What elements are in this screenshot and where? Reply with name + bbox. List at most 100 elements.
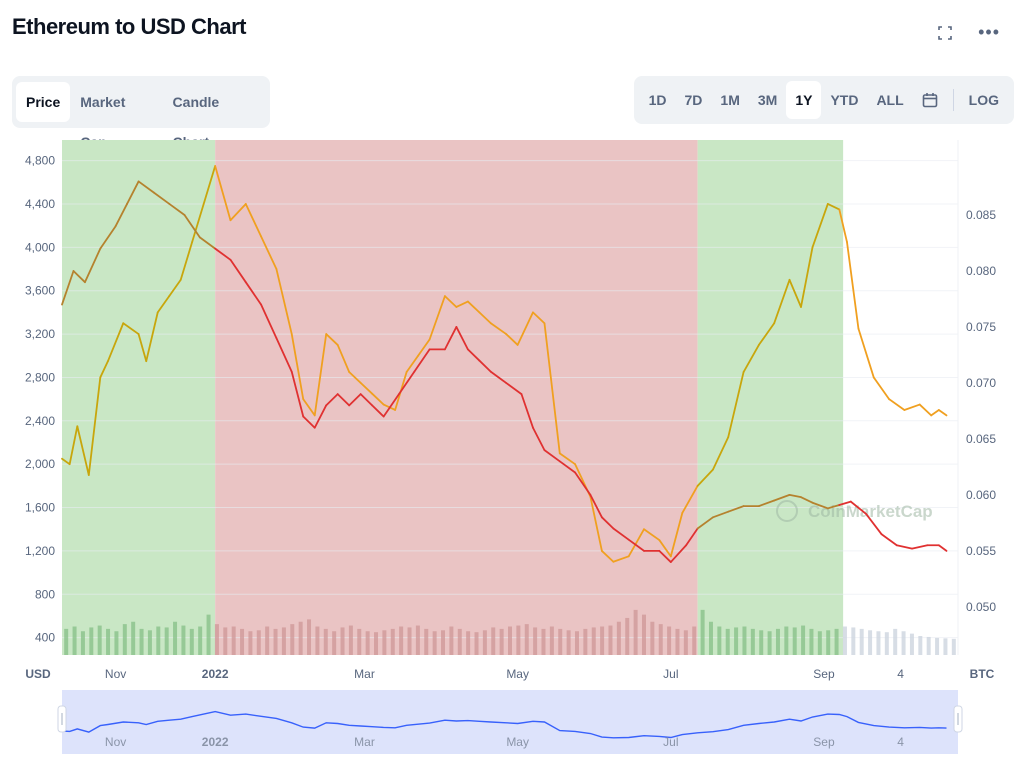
- btc-line-segment: [126, 180, 140, 205]
- usd-line-segment: [156, 295, 171, 314]
- calendar-icon[interactable]: [913, 81, 947, 119]
- usd-line-segment: [122, 322, 140, 335]
- range-1y[interactable]: 1Y: [786, 81, 822, 119]
- y-tick-label-usd: 2,800: [25, 370, 55, 384]
- navigator-tick-label: May: [506, 735, 529, 749]
- range-all[interactable]: ALL: [876, 92, 904, 108]
- y-tick-label-usd: 1,600: [25, 501, 55, 515]
- header-actions: •••: [938, 22, 1000, 43]
- tab-market-cap[interactable]: Market Cap: [80, 94, 126, 150]
- series-btc: [61, 180, 948, 563]
- volume-bar: [549, 626, 554, 655]
- volume-bar: [189, 628, 194, 655]
- range-ytd[interactable]: YTD: [830, 92, 859, 108]
- volume-bar: [382, 630, 387, 655]
- btc-line-segment: [865, 513, 883, 535]
- btc-line-segment: [658, 549, 672, 563]
- volume-bar: [775, 628, 780, 655]
- x-tick-label: Mar: [354, 667, 375, 681]
- volume-bar: [700, 609, 705, 655]
- btc-line-segment: [895, 544, 913, 550]
- usd-line-segment: [87, 376, 102, 476]
- btc-line-segment: [371, 404, 385, 418]
- btc-line-segment: [574, 471, 592, 496]
- x-tick-label: Sep: [813, 667, 835, 681]
- y-tick-label-usd: 3,200: [25, 327, 55, 341]
- btc-line-segment: [61, 270, 75, 306]
- range-1d[interactable]: 1D: [648, 92, 667, 108]
- btc-line-segment: [627, 538, 645, 552]
- volume-bar: [742, 626, 747, 655]
- btc-line-segment: [520, 393, 534, 429]
- volume-bar: [734, 627, 739, 655]
- volume-bar: [273, 628, 278, 655]
- usd-line-segment: [137, 333, 148, 363]
- volume-bar: [591, 627, 596, 655]
- btc-line-segment: [466, 348, 481, 362]
- tab-candle-chart[interactable]: Candle Chart: [172, 94, 220, 150]
- volume-bar: [708, 621, 713, 655]
- btc-line-segment: [505, 382, 523, 396]
- expand-icon[interactable]: [938, 25, 952, 40]
- volume-bar: [315, 626, 320, 655]
- price-chart[interactable]: 400 800 1,200 1,600 2,000 2,400 2,800 3,200 3,60…: [0, 130, 1024, 686]
- volume-bar: [256, 630, 261, 655]
- volume-bar: [181, 625, 186, 655]
- btc-line-segment: [444, 326, 458, 351]
- btc-line-segment: [712, 510, 730, 519]
- btc-axis-label: BTC: [970, 667, 995, 681]
- volume-bar: [692, 626, 697, 655]
- usd-line-segment: [872, 376, 890, 401]
- volume-bar: [449, 626, 454, 655]
- y-tick-label-usd: 2,400: [25, 414, 55, 428]
- btc-line-segment: [773, 494, 791, 502]
- volume-bar: [357, 628, 362, 655]
- usd-line-segment: [846, 241, 860, 330]
- volume-bar: [348, 625, 353, 655]
- btc-line-segment: [811, 501, 829, 510]
- volume-bar: [759, 630, 764, 655]
- volume-bar: [240, 628, 245, 655]
- volume-bar: [248, 631, 253, 655]
- volume-bar: [399, 626, 404, 655]
- volume-bar: [893, 628, 898, 655]
- volume-bar: [951, 638, 956, 655]
- range-3m[interactable]: 3M: [757, 92, 778, 108]
- range-7d[interactable]: 7D: [684, 92, 703, 108]
- volume-bar: [374, 632, 379, 655]
- volume-bar: [457, 628, 462, 655]
- btc-line-segment: [532, 426, 546, 452]
- usd-line-segment: [417, 338, 431, 357]
- volume-bar: [114, 631, 119, 655]
- more-icon[interactable]: •••: [978, 22, 1000, 42]
- btc-line-segment: [612, 527, 630, 541]
- volume-bar: [474, 632, 479, 655]
- usd-line-segment: [229, 203, 247, 222]
- y-tick-label-btc: 0.055: [966, 544, 996, 558]
- btc-line-segment: [260, 303, 278, 340]
- x-tick-label: Nov: [105, 667, 126, 681]
- range-1m[interactable]: 1M: [720, 92, 740, 108]
- tab-price[interactable]: Price: [16, 82, 71, 122]
- navigator-line: [61, 710, 947, 739]
- btc-line-segment: [600, 516, 615, 530]
- btc-line-segment: [838, 500, 852, 506]
- navigator-tick-label: 2022: [202, 735, 229, 749]
- btc-line-segment: [727, 505, 745, 513]
- usd-line-segment: [930, 409, 940, 417]
- usd-line-segment: [275, 268, 293, 335]
- usd-line-segment: [757, 322, 776, 346]
- usd-line-segment: [658, 539, 672, 558]
- y-tick-label-usd: 4,800: [25, 154, 55, 168]
- range-navigator[interactable]: Nov 2022 Mar May Jul Sep 4: [0, 686, 1024, 758]
- usd-line-segment: [371, 392, 385, 406]
- volume-bar: [64, 628, 69, 655]
- log-toggle[interactable]: LOG: [968, 92, 999, 108]
- usd-line-segment: [788, 278, 802, 308]
- volume-bar: [441, 630, 446, 655]
- btc-line-segment: [413, 348, 431, 373]
- btc-line-segment: [183, 214, 201, 239]
- usd-line-segment: [202, 165, 217, 205]
- usd-line-segment: [838, 208, 848, 243]
- usd-line-segment: [532, 311, 546, 325]
